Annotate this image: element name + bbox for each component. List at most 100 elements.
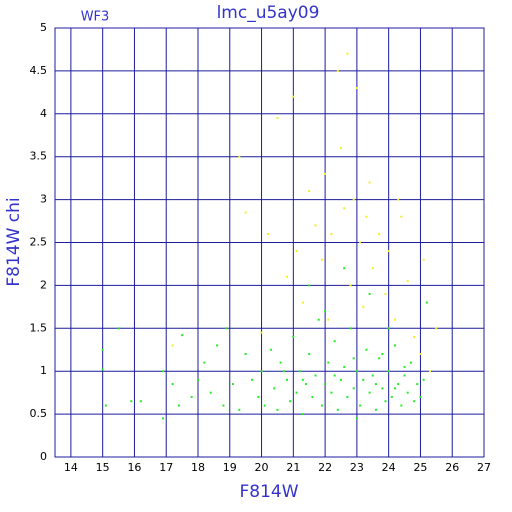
point [260, 370, 263, 373]
point [260, 331, 263, 334]
point [384, 400, 387, 403]
point [190, 395, 193, 398]
point [333, 374, 336, 377]
point [381, 387, 384, 390]
point [394, 387, 397, 390]
point [419, 395, 422, 398]
point [359, 404, 362, 407]
point [343, 267, 346, 270]
point [308, 353, 311, 356]
point [266, 232, 269, 235]
point [343, 207, 346, 210]
point [346, 395, 349, 398]
y-tick-label: 2.5 [30, 236, 48, 249]
point [324, 172, 327, 175]
point [292, 335, 295, 338]
point [117, 327, 120, 330]
point [317, 318, 320, 321]
point [336, 408, 339, 411]
point [285, 275, 288, 278]
point [387, 250, 390, 253]
point [428, 370, 431, 373]
x-tick-label: 19 [223, 461, 237, 474]
point [209, 391, 212, 394]
point [203, 361, 206, 364]
point [397, 383, 400, 386]
point [397, 198, 400, 201]
x-tick-label: 17 [159, 461, 173, 474]
point [333, 340, 336, 343]
point [327, 361, 330, 364]
point [406, 391, 409, 394]
point [374, 408, 377, 411]
point [394, 318, 397, 321]
y-axis-label: F814W chi [4, 197, 24, 286]
point [368, 181, 371, 184]
point [298, 370, 301, 373]
point [343, 365, 346, 368]
x-tick-label: 15 [96, 461, 110, 474]
point [324, 310, 327, 313]
point [171, 383, 174, 386]
point [371, 267, 374, 270]
point [390, 395, 393, 398]
point [295, 250, 298, 253]
point [425, 301, 428, 304]
point [374, 383, 377, 386]
point [387, 370, 390, 373]
point [197, 378, 199, 381]
y-tick-label: 4 [40, 107, 47, 120]
y-tick-label: 3 [40, 193, 47, 206]
point [352, 198, 355, 201]
point [355, 417, 358, 420]
point [305, 383, 308, 386]
point [416, 383, 419, 386]
point [314, 224, 317, 227]
point [139, 400, 142, 403]
point [314, 374, 317, 377]
point [292, 95, 295, 98]
point [400, 215, 403, 218]
point [336, 69, 339, 72]
point [289, 400, 292, 403]
point [231, 383, 234, 386]
point [225, 327, 228, 330]
point [362, 305, 365, 308]
point [419, 353, 422, 356]
point [104, 404, 107, 407]
point [435, 327, 438, 330]
x-tick-label: 26 [445, 461, 459, 474]
x-tick-label: 16 [127, 461, 141, 474]
point [244, 211, 247, 214]
x-tick-label: 24 [382, 461, 396, 474]
point [295, 391, 298, 394]
point [422, 378, 425, 381]
point [320, 258, 323, 261]
point [301, 378, 304, 381]
point [349, 327, 352, 330]
point [349, 284, 352, 287]
point [276, 408, 279, 411]
point [330, 232, 333, 235]
point [403, 374, 406, 377]
point [409, 361, 412, 364]
point [244, 353, 247, 356]
x-axis-label: F814W [239, 482, 298, 502]
point [285, 378, 288, 381]
point [279, 361, 282, 364]
y-tick-label: 1.5 [30, 321, 48, 334]
x-tick-label: 20 [255, 461, 269, 474]
point [301, 413, 304, 416]
point [130, 400, 133, 403]
point [327, 318, 330, 321]
y-tick-label: 0.5 [30, 407, 48, 420]
y-tick-label: 3.5 [30, 150, 48, 163]
y-tick-label: 2 [40, 278, 47, 291]
point [273, 387, 276, 390]
point [257, 395, 260, 398]
y-tick-label: 4.5 [30, 64, 48, 77]
x-tick-label: 21 [286, 461, 300, 474]
plot-frame [54, 27, 485, 458]
point [352, 387, 355, 390]
x-tick-label: 27 [477, 461, 491, 474]
